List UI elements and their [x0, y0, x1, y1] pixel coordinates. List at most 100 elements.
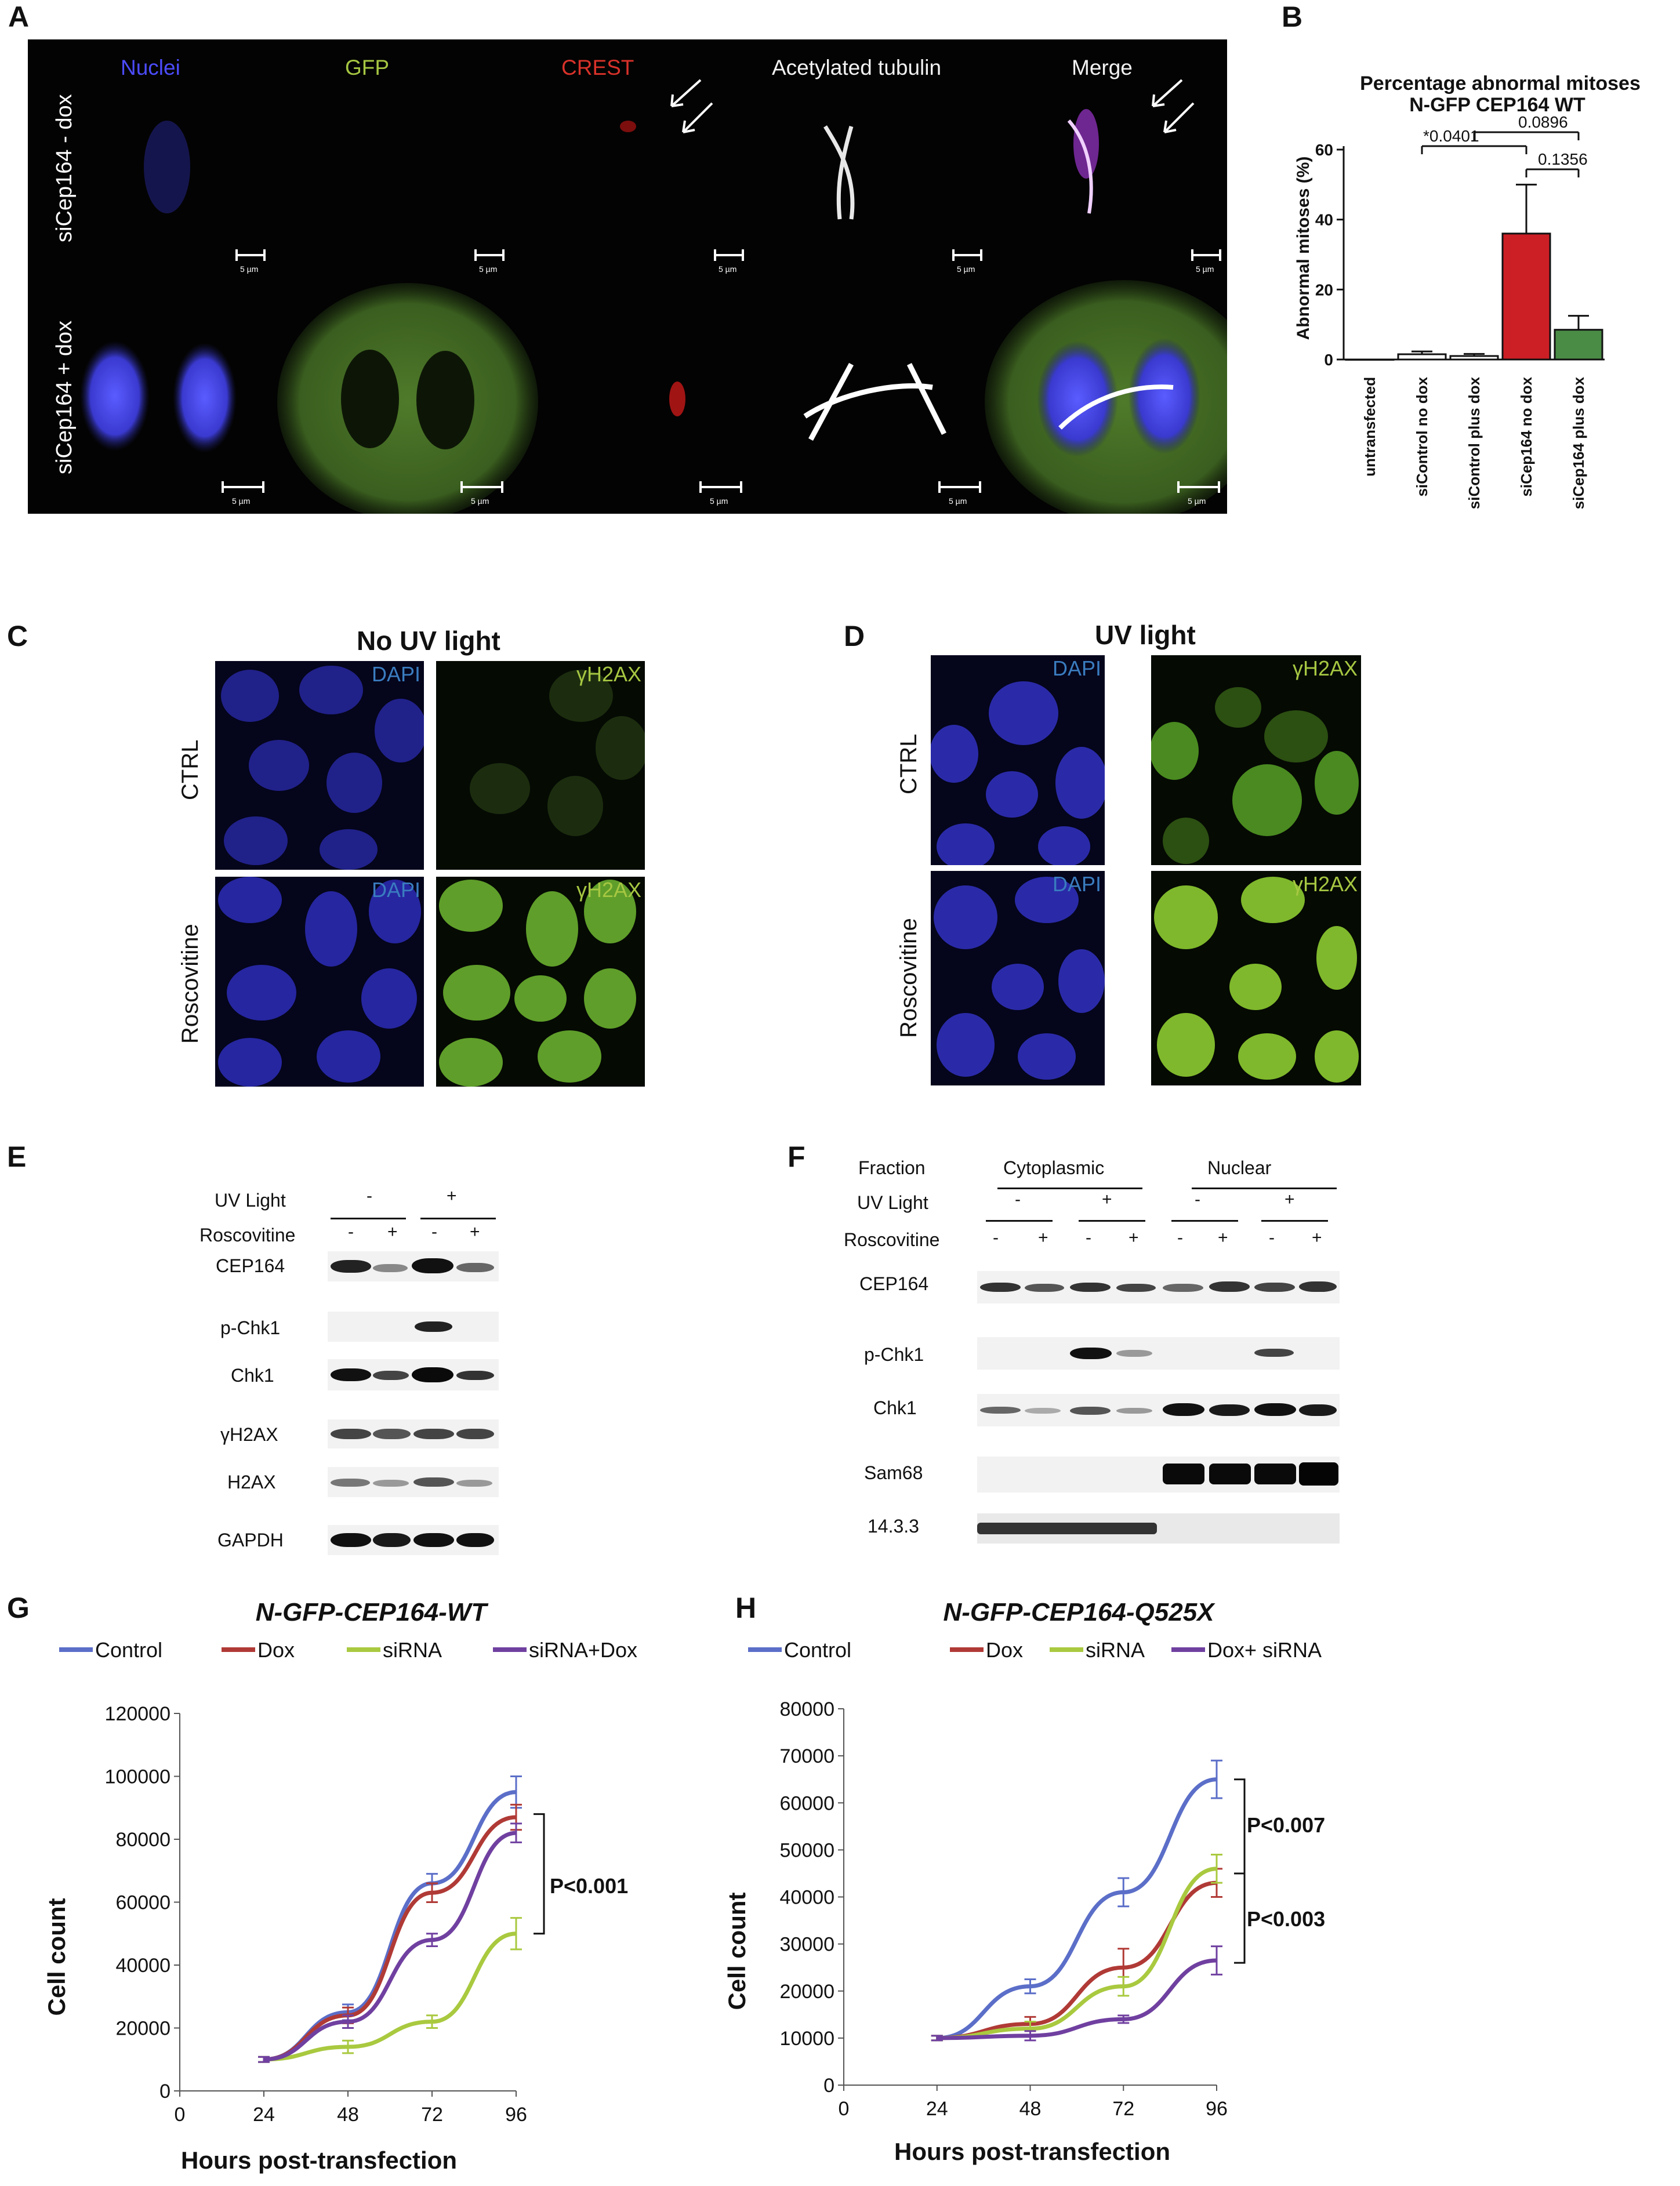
- uv-group-line: [1079, 1220, 1145, 1222]
- x-tick-label: 0: [839, 2098, 850, 2120]
- scale-bar: [714, 249, 744, 261]
- bar: [1397, 353, 1447, 361]
- chart-cell-count-wt: N-GFP-CEP164-WT Hours post-transfection …: [43, 1598, 637, 2174]
- scale-bar-label: 5 µm: [957, 264, 975, 274]
- nuclei-image: [221, 666, 424, 870]
- blot-label-gapdh: GAPDH: [217, 1530, 284, 1550]
- panel-label-f: F: [788, 1141, 805, 1173]
- blot-h2ax: [328, 1467, 499, 1497]
- fraction-line: [997, 1188, 1142, 1189]
- roscovitine-sign: +: [1312, 1228, 1322, 1247]
- uv-light-label: UV Light: [215, 1190, 286, 1211]
- y-tick-label: 20: [1315, 281, 1333, 299]
- bar: [1501, 233, 1551, 361]
- series-line: [937, 1958, 1217, 2040]
- scale-bar: [1177, 481, 1220, 493]
- panel-c-h2ax-roscovitine: γH2AX: [436, 877, 645, 1087]
- bar: [1554, 329, 1603, 361]
- significance-bracket: [1234, 1872, 1246, 1964]
- roscovitine-sign: +: [470, 1222, 480, 1241]
- blot-label-chk1: Chk1: [231, 1365, 274, 1386]
- series-line: [263, 1831, 517, 2062]
- channel-label-acetylated-tubulin: Acetylated tubulin: [772, 56, 942, 79]
- panel-c-h2ax-ctrl: γH2AX: [436, 661, 645, 870]
- y-tick-label: 100000: [105, 1766, 170, 1788]
- y-axis-label: Abnormal mitoses (%): [1294, 157, 1313, 340]
- y-axis-label: Cell count: [725, 1892, 750, 2010]
- scale-bar-label: 5 µm: [471, 496, 489, 506]
- uv-group-line: [986, 1220, 1053, 1222]
- legend-label: Control: [95, 1638, 162, 1662]
- panel-d-dapi-ctrl: DAPI: [931, 655, 1105, 865]
- y-tick-label: 70000: [779, 1745, 834, 1767]
- scale-bar: [938, 481, 981, 493]
- panel-d-h2ax-roscovitine: γH2AX: [1151, 871, 1361, 1085]
- scale-bar: [952, 249, 982, 261]
- roscovitine-sign: -: [1086, 1228, 1091, 1247]
- panel-a-cell-images: [80, 79, 1227, 514]
- blot-p-chk1: [328, 1312, 499, 1342]
- blot-cep164: [328, 1251, 499, 1281]
- nuclei-image: [218, 877, 421, 1087]
- significance-bracket: [534, 1813, 545, 1935]
- roscovitine-sign: +: [1218, 1228, 1228, 1247]
- row-label-roscovitine: Roscovitine: [177, 924, 203, 1044]
- x-axis-label: Hours post-transfection: [181, 2147, 457, 2174]
- blot-14-3-3: [977, 1513, 1340, 1544]
- blot-label-p-chk1: p-Chk1: [864, 1344, 924, 1365]
- legend-label: Dox: [986, 1638, 1023, 1662]
- panel-label-d: D: [844, 620, 865, 652]
- y-tick-label: 40000: [115, 1955, 170, 1977]
- chart-subtitle: N-GFP CEP164 WT: [1409, 94, 1585, 116]
- scale-bar-label: 5 µm: [240, 264, 259, 274]
- row-label-sicep164-plus-dox: siCep164 + dox: [52, 320, 77, 474]
- series-line: [263, 1790, 517, 2062]
- scale-bar: [235, 249, 266, 261]
- y-tick-label: 40000: [779, 1887, 834, 1909]
- y-tick-label: 30000: [779, 1934, 834, 1956]
- roscovitine-sign: -: [1177, 1228, 1183, 1247]
- legend-label: siRNA: [383, 1638, 442, 1662]
- y-tick-label: 40: [1315, 211, 1333, 229]
- x-tick-label: siCep164 no dox: [1518, 376, 1535, 496]
- blot-label-p-chk1: p-Chk1: [220, 1317, 281, 1338]
- series-line: [937, 1867, 1217, 2040]
- h2ax-image: [470, 670, 645, 836]
- roscovitine-sign: +: [1129, 1228, 1139, 1247]
- channel-label-dapi: DAPI: [371, 662, 420, 686]
- legend-label: siRNA: [1086, 1638, 1145, 1662]
- blot-sam68: [977, 1457, 1340, 1493]
- y-tick-label: 0: [159, 2080, 170, 2103]
- roscovitine-sign: -: [993, 1228, 999, 1247]
- roscovitine-sign: +: [387, 1222, 398, 1241]
- y-tick-label: 20000: [115, 2018, 170, 2040]
- y-tick-label: 80000: [115, 1829, 170, 1851]
- panel-label-b: B: [1282, 1, 1303, 33]
- row-label-ctrl: CTRL: [896, 733, 921, 794]
- y-tick-label: 10000: [779, 2028, 834, 2050]
- series-line: [937, 1777, 1217, 2040]
- y-tick-label: 0: [823, 2075, 834, 2097]
- channel-label-nuclei: Nuclei: [121, 56, 180, 79]
- fraction-label: Fraction: [858, 1157, 926, 1178]
- y-tick-label: 60000: [779, 1792, 834, 1814]
- series-line: [263, 1815, 517, 2062]
- row-label-sicep164-minus-dox: siCep164 - dox: [52, 94, 77, 242]
- x-tick-label: 72: [421, 2104, 443, 2126]
- panel-label-e: E: [7, 1141, 27, 1173]
- y-tick-label: 0: [1324, 351, 1333, 369]
- y-tick-label: 60: [1315, 141, 1333, 159]
- chart-title: N-GFP-CEP164-WT: [256, 1598, 489, 1626]
- x-tick-label: 96: [505, 2104, 527, 2126]
- y-axis-label: Cell count: [43, 1898, 70, 2016]
- scale-bar-label: 5 µm: [949, 496, 967, 506]
- scale-bar-label: 5 µm: [719, 264, 737, 274]
- x-tick-label: siControl no dox: [1413, 376, 1431, 496]
- channel-label-h2ax: γH2AX: [576, 662, 641, 686]
- y-tick-label: 60000: [115, 1892, 170, 1914]
- panel-label-c: C: [7, 620, 28, 652]
- bar: [1449, 355, 1499, 361]
- nuclei-image: [934, 877, 1105, 1080]
- roscovitine-sign: +: [1038, 1228, 1048, 1247]
- significance-label: 0.1356: [1538, 150, 1588, 168]
